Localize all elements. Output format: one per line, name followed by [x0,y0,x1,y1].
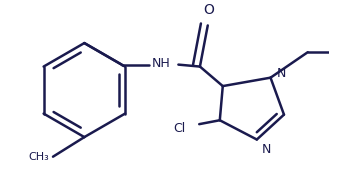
Text: O: O [203,3,214,17]
Text: CH₃: CH₃ [28,152,49,162]
Text: NH: NH [152,57,171,70]
Text: N: N [262,143,271,156]
Text: N: N [276,67,286,80]
Text: Cl: Cl [173,122,186,135]
